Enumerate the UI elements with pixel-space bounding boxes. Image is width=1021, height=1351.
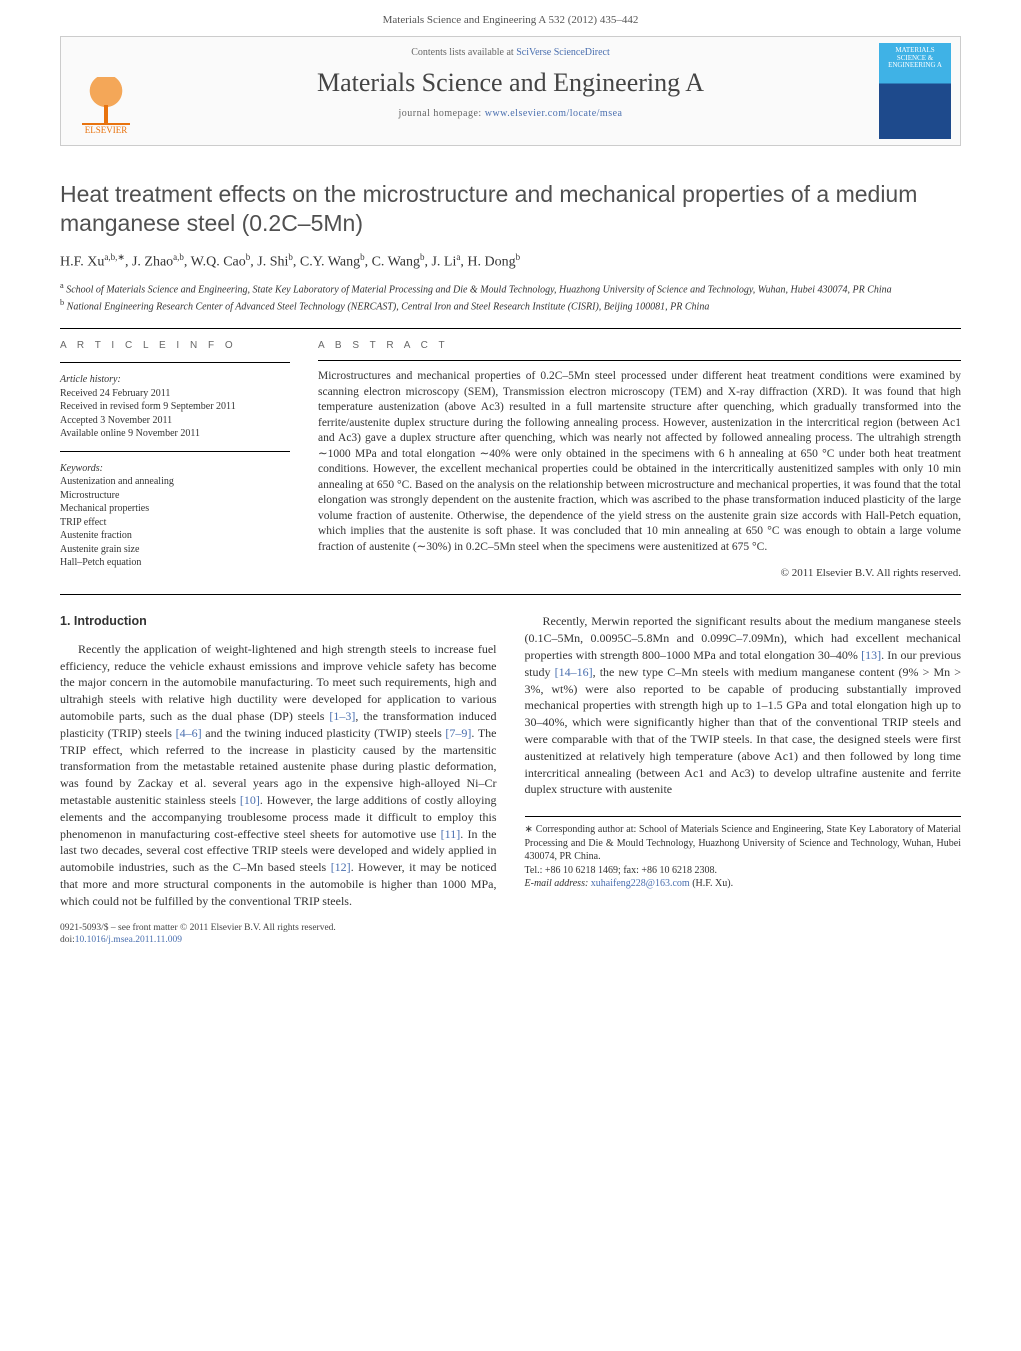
doi-link[interactable]: 10.1016/j.msea.2011.11.009 (75, 935, 182, 945)
keyword: Hall–Petch equation (60, 556, 290, 570)
corr-email-line: E-mail address: xuhaifeng228@163.com (H.… (525, 877, 962, 891)
keyword: Mechanical properties (60, 502, 290, 516)
elsevier-logo: ELSEVIER (82, 77, 130, 135)
affiliations: a School of Materials Science and Engine… (60, 280, 961, 314)
affiliation-b: b National Engineering Research Center o… (60, 297, 961, 314)
ref-link[interactable]: [10] (240, 793, 260, 807)
corresponding-author-footnote: ∗ Corresponding author at: School of Mat… (525, 816, 962, 891)
history-online: Available online 9 November 2011 (60, 427, 290, 441)
affiliation-a-text: School of Materials Science and Engineer… (66, 284, 891, 295)
journal-name: Materials Science and Engineering A (155, 68, 866, 98)
section-heading-intro: 1. Introduction (60, 613, 497, 631)
keyword: Microstructure (60, 489, 290, 503)
abstract-copyright: © 2011 Elsevier B.V. All rights reserved… (318, 566, 961, 581)
journal-cover-thumb: MATERIALS SCIENCE & ENGINEERING A (879, 43, 951, 139)
doi-label: doi: (60, 935, 75, 945)
journal-banner: ELSEVIER Contents lists available at Sci… (60, 36, 961, 146)
article-title: Heat treatment effects on the microstruc… (60, 180, 961, 238)
journal-homepage-link[interactable]: www.elsevier.com/locate/msea (485, 108, 623, 119)
ref-link[interactable]: [7–9] (445, 726, 471, 740)
p2a: elements and the accompanying troublesom… (60, 810, 497, 841)
ref-link[interactable]: [12] (331, 860, 351, 874)
ref-link[interactable]: [11] (441, 827, 461, 841)
corr-line: ∗ Corresponding author at: School of Mat… (525, 823, 962, 864)
divider-top (60, 328, 961, 329)
corr-email-link[interactable]: xuhaifeng228@163.com (591, 878, 690, 889)
footer-doi-line: doi:10.1016/j.msea.2011.11.009 (60, 934, 961, 946)
contents-line: Contents lists available at SciVerse Sci… (155, 47, 866, 58)
elsevier-tree-icon (82, 77, 130, 125)
keyword: Austenite grain size (60, 543, 290, 557)
contents-prefix: Contents lists available at (411, 47, 516, 58)
p3c: , the new type C–Mn steels with medium m… (525, 665, 962, 797)
p1e: . However, the large additions of costly… (260, 793, 497, 807)
intro-para-1: Recently the application of weight-light… (60, 641, 497, 910)
history-received: Received 24 February 2011 (60, 387, 290, 401)
running-head-text: Materials Science and Engineering A 532 … (383, 14, 639, 26)
keywords-label: Keywords: (60, 462, 290, 476)
history-revised: Received in revised form 9 September 201… (60, 400, 290, 414)
keywords-block: Keywords: Austenization and annealing Mi… (60, 462, 290, 570)
publisher-logo-cell: ELSEVIER (61, 37, 151, 145)
affiliation-b-text: National Engineering Research Center of … (67, 301, 710, 312)
affiliation-a: a School of Materials Science and Engine… (60, 280, 961, 297)
p1c: and the twining induced plasticity (TWIP… (202, 726, 446, 740)
ref-link[interactable]: [1–3] (329, 709, 355, 723)
abstract-heading: A B S T R A C T (318, 339, 961, 353)
homepage-prefix: journal homepage: (399, 108, 485, 119)
keyword: TRIP effect (60, 516, 290, 530)
corr-email-suffix: (H.F. Xu). (692, 878, 733, 889)
article-info-column: A R T I C L E I N F O Article history: R… (60, 339, 290, 581)
email-label: E-mail address: (525, 878, 589, 889)
running-head: Materials Science and Engineering A 532 … (0, 0, 1021, 30)
elsevier-logo-text: ELSEVIER (85, 125, 128, 135)
cover-thumb-cell: MATERIALS SCIENCE & ENGINEERING A (870, 37, 960, 145)
corr-tel: Tel.: +86 10 6218 1469; fax: +86 10 6218… (525, 864, 962, 878)
intro-para-3: Recently, Merwin reported the significan… (525, 613, 962, 798)
footer-copyright: 0921-5093/$ – see front matter © 2011 El… (60, 922, 961, 934)
author-list: H.F. Xua,b,∗, J. Zhaoa,b, W.Q. Caob, J. … (60, 252, 961, 271)
divider-bottom (60, 594, 961, 595)
keyword: Austenite fraction (60, 529, 290, 543)
abstract-text: Microstructures and mechanical propertie… (318, 369, 961, 555)
corr-text: Corresponding author at: School of Mater… (525, 824, 962, 862)
body-columns: 1. Introduction Recently the application… (60, 613, 961, 909)
journal-homepage-line: journal homepage: www.elsevier.com/locat… (155, 108, 866, 119)
info-abstract-row: A R T I C L E I N F O Article history: R… (60, 339, 961, 581)
banner-center: Contents lists available at SciVerse Sci… (151, 37, 870, 145)
page-footer: 0921-5093/$ – see front matter © 2011 El… (60, 922, 961, 947)
sciencedirect-link[interactable]: SciVerse ScienceDirect (516, 47, 610, 58)
history-label: Article history: (60, 373, 290, 387)
title-block: Heat treatment effects on the microstruc… (60, 180, 961, 314)
keyword: Austenization and annealing (60, 475, 290, 489)
ref-link[interactable]: [14–16] (555, 665, 593, 679)
history-accepted: Accepted 3 November 2011 (60, 414, 290, 428)
article-info-heading: A R T I C L E I N F O (60, 339, 290, 353)
ref-link[interactable]: [4–6] (176, 726, 202, 740)
abstract-column: A B S T R A C T Microstructures and mech… (318, 339, 961, 581)
corr-asterisk: ∗ (525, 824, 533, 835)
ref-link[interactable]: [13] (861, 648, 881, 662)
